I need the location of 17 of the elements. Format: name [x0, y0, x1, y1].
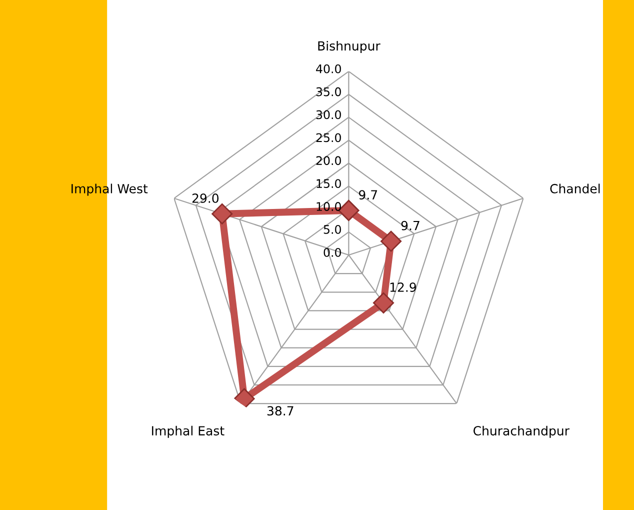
spoke-label: Churachandpur	[474, 426, 570, 438]
y-tick-label: 20.0	[316, 156, 341, 166]
spoke-label: Bishnupur	[318, 40, 380, 54]
spoke-label: Imphal East	[152, 426, 224, 438]
data-label: 38.7	[267, 406, 294, 416]
data-label: 12.9	[390, 282, 416, 292]
y-tick-label: 35.0	[316, 87, 341, 96]
y-tick-label: 5.0	[324, 225, 341, 234]
y-tick-label: 0.0	[324, 248, 341, 257]
data-label: 9.7	[401, 220, 420, 230]
y-tick-label: 40.0	[316, 64, 341, 74]
data-label: 29.0	[192, 193, 219, 203]
y-tick-label: 25.0	[316, 133, 341, 142]
y-tick-label: 30.0	[316, 110, 341, 120]
data-label: 9.7	[358, 190, 378, 200]
y-tick-label: 15.0	[316, 179, 341, 188]
spoke-label: Chandel	[550, 184, 600, 194]
